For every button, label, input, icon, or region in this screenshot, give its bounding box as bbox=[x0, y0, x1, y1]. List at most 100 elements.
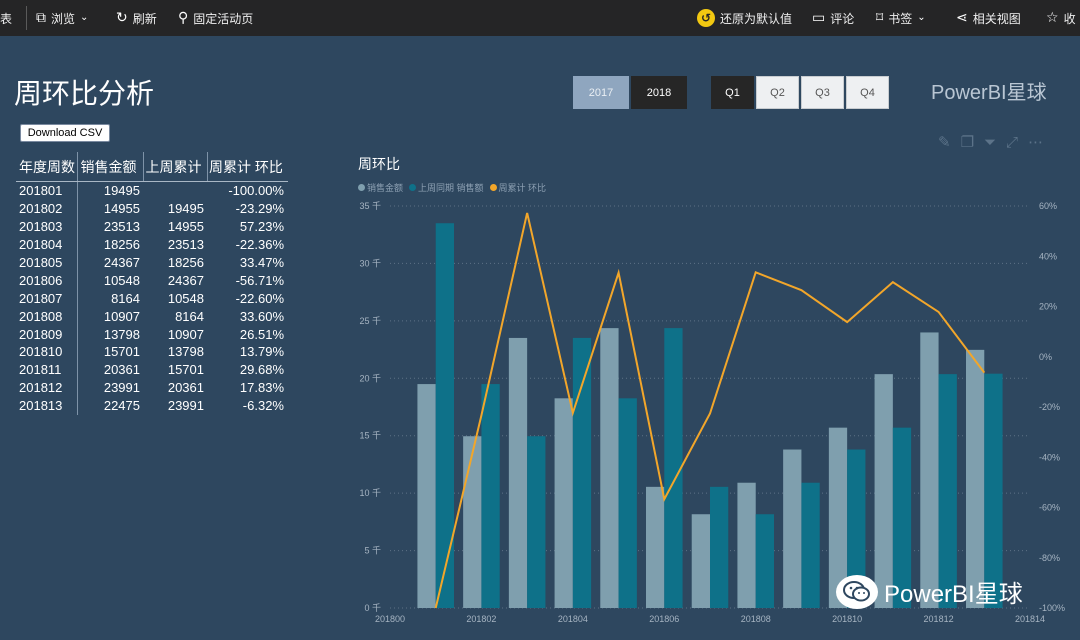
slicer-quarter-q2[interactable]: Q2 bbox=[756, 76, 799, 109]
legend-item[interactable]: 上周同期 销售额 bbox=[409, 181, 484, 194]
table-row[interactable]: 201801 19495 -100.00% bbox=[16, 182, 288, 200]
combo-chart: 0 千 5 千 10 千 15 千 20 千 25 千 30 千 35 千 -100% -80% -… bbox=[359, 201, 1065, 624]
reset-icon: ↺ bbox=[697, 9, 715, 27]
reset-default-button[interactable]: ↺ 还原为默认值 bbox=[697, 0, 792, 36]
wechat-icon bbox=[836, 574, 878, 609]
column-header[interactable]: 周累计 环比 bbox=[209, 158, 283, 175]
column-header[interactable]: 年度周数 bbox=[16, 152, 78, 181]
legend-item[interactable]: 周累计 环比 bbox=[489, 181, 547, 194]
bookmark-icon: ⌑ bbox=[876, 10, 884, 26]
table-cell: 13798 bbox=[103, 326, 140, 342]
table-cell: 22475 bbox=[103, 398, 140, 414]
bar-prev-week-sales bbox=[755, 514, 774, 608]
x-tick-label: 201802 bbox=[466, 614, 496, 624]
bar-sales bbox=[646, 486, 665, 608]
table-cell: 19495 bbox=[167, 201, 204, 217]
table-cell: -22.36% bbox=[235, 237, 284, 253]
y-left-tick-label: 30 千 bbox=[359, 258, 381, 268]
refresh-button[interactable]: ↻ 刷新 bbox=[116, 0, 157, 36]
download-csv-button[interactable]: Download CSV bbox=[20, 124, 110, 142]
x-tick-label: 201806 bbox=[649, 614, 679, 624]
data-table: 年度周数 销售金额 上周累计 周累计 环比 201801 19495 -100.00… bbox=[16, 152, 288, 415]
table-row[interactable]: 201813 22475 23991 -6.32% bbox=[16, 396, 288, 415]
table-cell: 201806 bbox=[16, 271, 78, 290]
bar-sales bbox=[737, 482, 756, 608]
bar-prev-week-sales bbox=[481, 384, 500, 608]
column-header[interactable]: 上周累计 bbox=[144, 152, 208, 181]
brand-text: PowerBI星球 bbox=[931, 82, 1047, 104]
slicer-year-2018[interactable]: 2018 bbox=[631, 76, 687, 109]
table-row[interactable]: 201806 10548 24367 -56.71% bbox=[16, 271, 288, 290]
pin-visual-icon[interactable]: ✎ bbox=[938, 133, 951, 151]
legend-item[interactable]: 销售金额 bbox=[358, 181, 403, 194]
y-left-tick-label: 20 千 bbox=[359, 373, 381, 383]
browse-button[interactable]: ⧉ 浏览 ⌄ bbox=[36, 0, 88, 36]
table-row[interactable]: 201805 24367 18256 33.47% bbox=[16, 253, 288, 272]
top-toolbar: 报表 ⧉ 浏览 ⌄ ↻ 刷新 ⚲ 固定活动页 ↺ 还原为默认值 ▭ 评论 ⌑ 书… bbox=[0, 0, 1080, 36]
table-row[interactable]: 201811 20361 15701 29.68% bbox=[16, 360, 288, 379]
table-cell: 8164 bbox=[111, 290, 140, 306]
x-tick-label: 201812 bbox=[924, 614, 954, 624]
browse-icon: ⧉ bbox=[36, 10, 46, 26]
table-row[interactable]: 201803 23513 14955 57.23% bbox=[16, 217, 288, 236]
table-cell: 201801 bbox=[16, 182, 78, 200]
favorite-button[interactable]: ☆ 收 bbox=[1046, 0, 1076, 36]
bar-prev-week-sales bbox=[435, 223, 454, 608]
table-cell: 201813 bbox=[16, 396, 78, 415]
slicer-quarter-q4[interactable]: Q4 bbox=[846, 76, 889, 109]
table-row[interactable]: 201812 23991 20361 17.83% bbox=[16, 378, 288, 397]
y-right-tick-label: 0% bbox=[1039, 352, 1052, 362]
y-right-tick-label: -40% bbox=[1039, 452, 1060, 462]
y-right-tick-label: -20% bbox=[1039, 402, 1060, 412]
table-cell: 17.83% bbox=[239, 380, 284, 396]
table-cell: 8164 bbox=[175, 308, 204, 324]
slicer-quarter-q1[interactable]: Q1 bbox=[711, 76, 754, 109]
y-right-tick-label: 40% bbox=[1039, 251, 1057, 261]
bookmark-button[interactable]: ⌑ 书签 ⌄ bbox=[876, 0, 926, 36]
pin-label: 固定活动页 bbox=[193, 11, 254, 26]
table-row[interactable]: 201804 18256 23513 -22.36% bbox=[16, 235, 288, 254]
table-cell: 10907 bbox=[167, 326, 204, 342]
refresh-label: 刷新 bbox=[132, 11, 157, 26]
filter-icon[interactable]: ⏷ bbox=[984, 133, 997, 151]
table-row[interactable]: 201802 14955 19495 -23.29% bbox=[16, 199, 288, 218]
bar-prev-week-sales bbox=[572, 337, 592, 608]
bar-sales bbox=[828, 427, 848, 608]
watermark-text: PowerBI星球 bbox=[884, 581, 1023, 608]
comment-button[interactable]: ▭ 评论 bbox=[812, 0, 854, 36]
more-options-icon[interactable]: ⋯ bbox=[1028, 133, 1044, 151]
bar-sales bbox=[874, 374, 893, 608]
y-left-tick-label: 15 千 bbox=[359, 431, 381, 441]
table-cell: 14955 bbox=[167, 219, 204, 235]
table-row[interactable]: 201809 13798 10907 26.51% bbox=[16, 325, 288, 344]
x-tick-label: 201808 bbox=[741, 614, 771, 624]
table-cell: 201807 bbox=[16, 289, 78, 308]
table-cell: 13798 bbox=[167, 344, 204, 360]
bar-prev-week-sales bbox=[892, 427, 912, 608]
line-wow-ratio bbox=[434, 212, 986, 609]
report-label: 报表 bbox=[0, 11, 13, 26]
slicer-year-2017[interactable]: 2017 bbox=[573, 76, 629, 109]
table-cell: 201803 bbox=[16, 217, 78, 236]
column-header[interactable]: 销售金额 bbox=[78, 152, 144, 181]
y-left-tick-label: 10 千 bbox=[359, 488, 381, 498]
legend-label: 周累计 环比 bbox=[498, 183, 547, 193]
pin-page-button[interactable]: ⚲ 固定活动页 bbox=[178, 0, 253, 36]
table-row[interactable]: 201810 15701 13798 13.79% bbox=[16, 343, 288, 361]
table-cell: 24367 bbox=[167, 272, 204, 288]
chart-legend: 销售金额 上周同期 销售额 周累计 环比 bbox=[358, 181, 546, 194]
table-cell: 14955 bbox=[103, 201, 140, 217]
focus-mode-icon[interactable]: ⤢ bbox=[1006, 133, 1019, 151]
table-cell: 15701 bbox=[103, 344, 140, 360]
table-row[interactable]: 201808 10907 8164 33.60% bbox=[16, 307, 288, 326]
bar-sales bbox=[920, 332, 939, 608]
copy-icon[interactable]: ❐ bbox=[960, 133, 975, 151]
table-cell: -56.71% bbox=[235, 272, 284, 288]
table-cell: 201805 bbox=[16, 253, 78, 272]
slicer-quarter-q3[interactable]: Q3 bbox=[801, 76, 844, 109]
report-menu[interactable]: 报表 bbox=[0, 0, 12, 36]
table-cell: 23991 bbox=[167, 398, 204, 414]
table-row[interactable]: 201807 8164 10548 -22.60% bbox=[16, 289, 288, 308]
y-right-tick-label: 60% bbox=[1039, 201, 1057, 211]
related-view-button[interactable]: ⋖ 相关视图 bbox=[956, 0, 1021, 36]
